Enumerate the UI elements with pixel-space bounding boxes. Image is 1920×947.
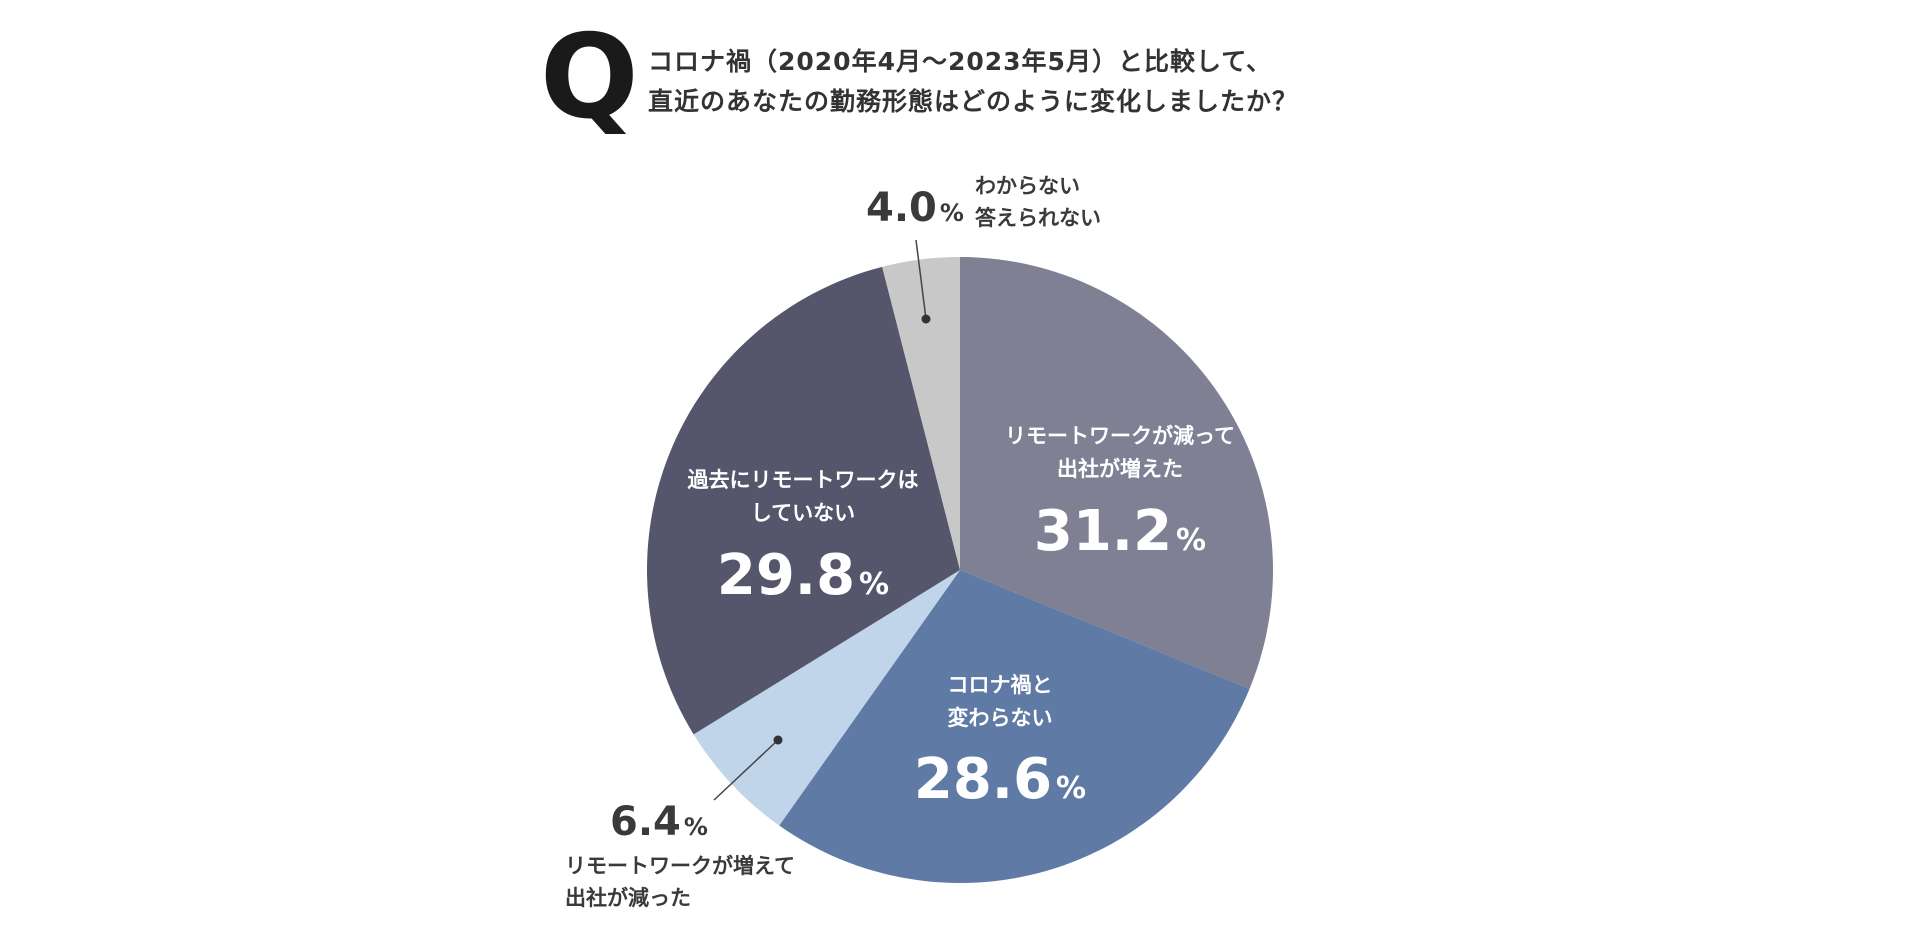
leader-line-remote-increased: [713, 739, 779, 801]
pie-slice-remote-decreased: [960, 257, 1274, 689]
question-text: コロナ禍（2020年4月〜2023年5月）と比較して、 直近のあなたの勤務形態は…: [648, 42, 1298, 122]
slice-category-label-no-change: 変わらない: [948, 706, 1053, 730]
slice-category-label-dont-know: わからない 答えられない: [975, 170, 1101, 234]
pie-slice-dont-know: [882, 257, 960, 570]
slice-category-label-no-change: コロナ禍と: [948, 673, 1053, 697]
question-line-1: コロナ禍（2020年4月〜2023年5月）と比較して、: [648, 47, 1272, 76]
percent-sign: %: [683, 813, 708, 841]
leader-line-dont-know: [915, 239, 927, 320]
leader-dot-dont-know: [921, 314, 931, 324]
slice-value-label-no-change: 28.6%: [914, 747, 1086, 812]
pie-slice-never-remote: [646, 266, 960, 735]
slice-value-label-remote-increased: 6.4%: [610, 802, 708, 842]
slice-category-label-remote-decreased: 出社が増えた: [1057, 457, 1183, 481]
category-label-line: 出社が減った: [565, 886, 691, 910]
slice-category-label-remote-decreased: リモートワークが減って: [1005, 424, 1235, 448]
category-label-line: リモートワークが増えて: [565, 854, 795, 878]
category-label-line: 答えられない: [975, 206, 1101, 230]
slice-value-label-never-remote: 29.8%: [717, 543, 889, 608]
slice-category-label-never-remote: していない: [751, 501, 855, 525]
percent-sign: %: [939, 199, 964, 227]
pie-slice-no-change: [779, 570, 1250, 883]
pie-slice-remote-increased: [693, 570, 960, 826]
question-mark-q: Q: [540, 10, 639, 145]
slice-value-label-dont-know: 4.0%: [866, 188, 964, 228]
slice-category-label-remote-increased: リモートワークが増えて 出社が減った: [565, 850, 795, 914]
slice-value-label-remote-decreased: 31.2%: [1034, 499, 1206, 564]
slice-category-label-never-remote: 過去にリモートワークは: [688, 468, 919, 492]
leader-dot-remote-increased: [773, 735, 783, 745]
slice-value-number: 4.0: [866, 185, 937, 231]
category-label-line: わからない: [975, 174, 1080, 198]
question-line-2: 直近のあなたの勤務形態はどのように変化しましたか？: [648, 87, 1299, 116]
slice-value-number: 6.4: [610, 799, 681, 845]
